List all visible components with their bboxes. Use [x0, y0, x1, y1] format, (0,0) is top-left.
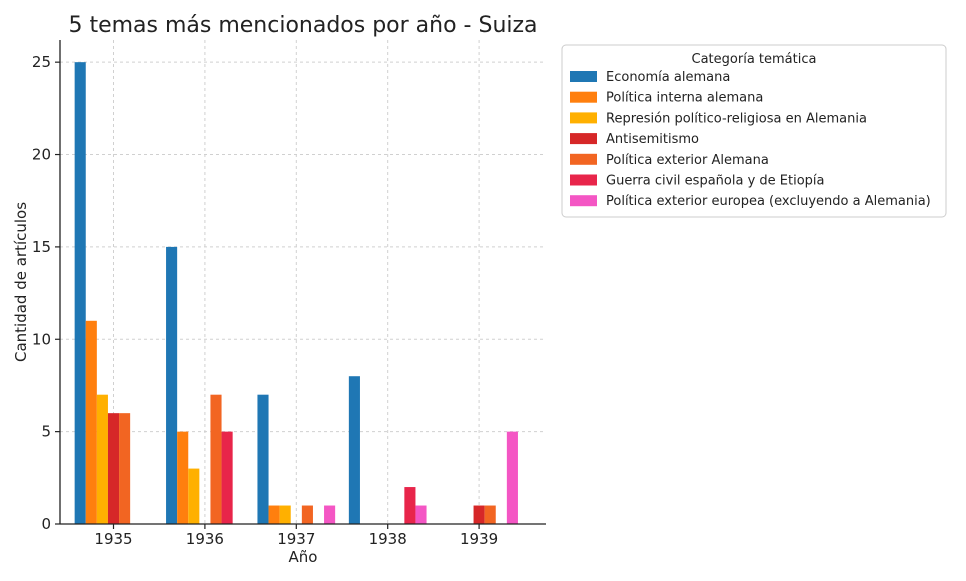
legend-entry-label: Economía alemana	[606, 70, 730, 85]
bar	[404, 487, 416, 524]
bar	[96, 394, 108, 524]
x-tick-label: 1935	[94, 530, 132, 548]
legend-entry-label: Guerra civil española y de Etiopía	[606, 174, 825, 189]
bar	[107, 413, 120, 524]
x-tick-label: 1939	[460, 530, 498, 548]
bars	[74, 62, 518, 524]
y-tick-labels: 0 5 10 15 20 25	[32, 53, 51, 533]
bar	[188, 468, 200, 524]
bar	[473, 505, 485, 524]
chart-title: 5 temas más mencionados por año - Suiza	[68, 13, 537, 38]
bar	[210, 394, 222, 524]
x-tick-label: 1936	[186, 530, 224, 548]
x-tick-label: 1937	[277, 530, 315, 548]
legend-swatch	[570, 174, 597, 186]
bar	[119, 413, 131, 524]
bar	[257, 394, 269, 524]
axes	[55, 40, 546, 529]
x-tick-labels: 1935 1936 1937 1938 1939	[94, 530, 498, 548]
bar	[301, 505, 313, 524]
y-tick-label: 20	[32, 146, 51, 164]
bar	[279, 505, 291, 524]
bar	[85, 320, 97, 524]
bar	[324, 505, 336, 524]
bar	[221, 431, 233, 524]
bar	[74, 62, 86, 524]
legend-entry-label: Política exterior europea (excluyendo a …	[606, 194, 931, 209]
legend-frame	[561, 44, 947, 218]
legend-swatch	[570, 71, 597, 82]
legend-swatch	[570, 153, 597, 165]
bar	[484, 505, 496, 524]
legend-entry-label: Represión político-religiosa en Alemania	[606, 111, 867, 126]
grid	[60, 40, 546, 525]
legend-entry-label: Antisemitismo	[606, 132, 699, 147]
x-tick-label: 1938	[369, 530, 407, 548]
legend: Categoría temática Economía alemana Polít…	[561, 44, 947, 218]
y-tick-label: 10	[32, 330, 51, 348]
legend-entry-label: Política interna alemana	[606, 91, 763, 106]
legend-swatch	[570, 91, 597, 103]
legend-entry-label: Política exterior Alemana	[606, 153, 769, 168]
legend-swatch	[570, 195, 597, 207]
y-tick-label: 25	[32, 53, 51, 71]
bar	[268, 505, 280, 524]
legend-swatch	[570, 133, 597, 145]
bar	[166, 246, 178, 524]
y-tick-label: 5	[41, 423, 51, 441]
bar	[348, 376, 360, 524]
bar	[415, 505, 427, 524]
y-tick-label: 15	[32, 238, 51, 256]
legend-title: Categoría temática	[692, 52, 817, 67]
y-tick-label: 0	[41, 515, 51, 533]
bar	[506, 431, 518, 524]
legend-swatch	[570, 112, 597, 124]
y-axis-label: Cantidad de artículos	[12, 202, 30, 362]
bar	[177, 431, 189, 524]
x-axis-label: Año	[289, 548, 318, 566]
